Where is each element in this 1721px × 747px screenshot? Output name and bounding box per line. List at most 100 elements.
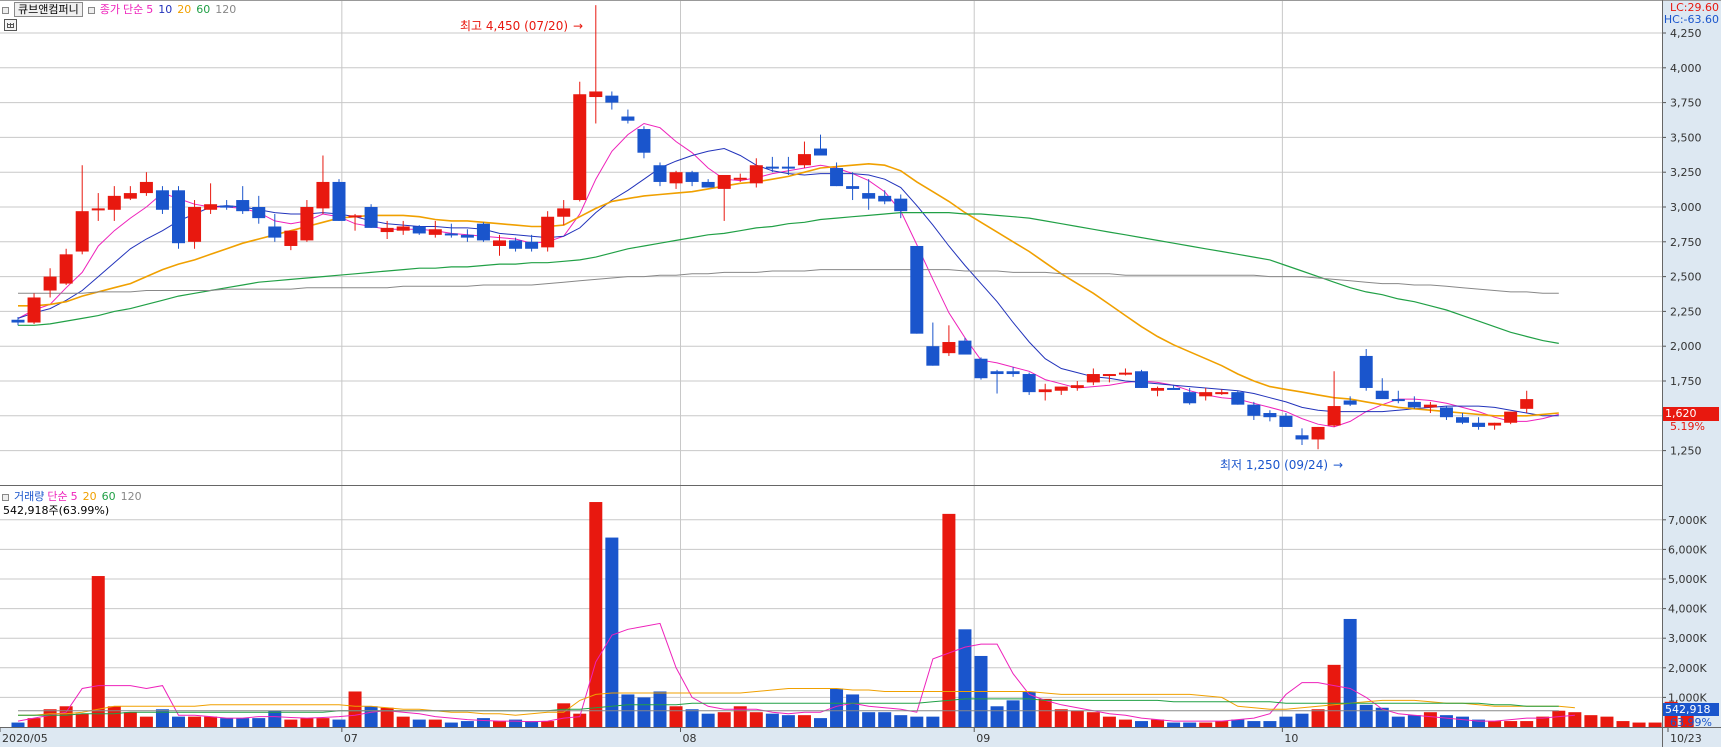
price-tick-label: 2,250 (1670, 305, 1702, 318)
candle-down (974, 358, 988, 379)
ma-10-label[interactable]: 10 (158, 3, 173, 16)
volume-bar (1616, 721, 1630, 727)
x-axis-band (0, 727, 1721, 747)
ma-120-label[interactable]: 120 (215, 3, 237, 16)
volume-ma-20-label[interactable]: 20 (82, 490, 97, 503)
candle-down (1456, 417, 1469, 423)
volume-bar (493, 721, 506, 727)
candle-up (493, 240, 506, 246)
volume-bar (653, 691, 667, 727)
candle-down (765, 166, 779, 169)
ma-settings-icon[interactable] (87, 6, 95, 14)
volume-bar (412, 719, 426, 727)
candle-down (476, 223, 490, 241)
candle-down (525, 241, 539, 249)
volume-bar (1568, 712, 1582, 727)
y-axis-band (1662, 0, 1721, 747)
candle-up (316, 181, 330, 209)
candle-down (621, 116, 635, 121)
x-tick-label: 08 (682, 732, 696, 745)
volume-bar (1584, 715, 1598, 727)
volume-bar (396, 716, 410, 727)
volume-ma-5-label[interactable]: 5 (70, 490, 78, 503)
candle-down (1472, 422, 1486, 427)
candle-down (155, 190, 169, 210)
candle-up (107, 195, 121, 210)
candle-up (1038, 389, 1052, 393)
volume-tick-label: 5,000K (1668, 573, 1707, 586)
volume-bar (1263, 721, 1277, 727)
volume-bar (1022, 691, 1036, 727)
volume-bar (1167, 722, 1181, 727)
candle-down (1391, 399, 1405, 402)
candle-up (43, 276, 57, 291)
volume-bar (990, 706, 1004, 727)
candle-down (509, 240, 523, 249)
price-tick-label: 3,250 (1670, 166, 1702, 179)
price-tick-label: 1,250 (1670, 445, 1702, 458)
volume-bar (637, 697, 651, 727)
volume-bar (1311, 709, 1325, 727)
low-annotation-text: 최저 1,250 (09/24) (1220, 458, 1329, 472)
volume-bar (701, 713, 715, 727)
volume-bar (43, 709, 57, 727)
stock-name-button[interactable]: 큐브앤컴퍼니 (14, 2, 83, 17)
ma-60-label[interactable]: 60 (196, 3, 211, 16)
volume-tick-label: 7,000K (1668, 514, 1707, 527)
volume-bar (332, 719, 346, 727)
volume-bar (123, 712, 137, 727)
candle-down (412, 226, 426, 234)
volume-bar (284, 719, 298, 727)
volume-bar (268, 710, 282, 727)
volume-ma-120-label[interactable]: 120 (120, 490, 142, 503)
volume-bar (1391, 716, 1405, 727)
volume-settings-icon[interactable] (2, 493, 9, 501)
volume-bar (910, 716, 924, 727)
volume-bar (1006, 700, 1020, 727)
price-settings-icon[interactable] (2, 6, 9, 14)
volume-bar (1231, 719, 1245, 727)
candle-down (878, 195, 892, 202)
candle-down (268, 226, 282, 238)
volume-legend: 거래량 단순 5 20 60 120 (2, 488, 147, 504)
volume-bar (1439, 715, 1453, 727)
candle-down (252, 207, 266, 219)
volume-ma-60-label[interactable]: 60 (101, 490, 116, 503)
price-tick-label: 4,250 (1670, 27, 1702, 40)
candle-down (1343, 400, 1357, 405)
volume-bar (139, 716, 153, 727)
volume-tick-label: 6,000K (1668, 543, 1707, 556)
volume-bar (1375, 707, 1389, 727)
ma-type-label: 단순 (122, 3, 144, 16)
volume-ma-5-line (17, 622, 1575, 723)
volume-bar (958, 629, 972, 727)
volume-bar (926, 716, 940, 727)
calculator-icon[interactable] (4, 19, 17, 31)
volume-ma-type-label: 단순 (47, 490, 68, 503)
candle-down (444, 233, 458, 236)
volume-bar (1118, 719, 1132, 727)
candle-down (220, 205, 234, 208)
candle-down (1006, 371, 1020, 375)
volume-bar (541, 721, 555, 727)
ma-20-label[interactable]: 20 (177, 3, 192, 16)
candle-up (27, 297, 41, 323)
lc-readout: LC:29.60 (1669, 1, 1719, 14)
ma-5-label[interactable]: 5 (146, 3, 154, 16)
candle-up (300, 207, 314, 241)
candle-down (781, 166, 795, 169)
candle-up (749, 165, 763, 184)
price-tick-label: 2,500 (1670, 271, 1702, 284)
candle-up (1086, 374, 1100, 383)
candle-down (830, 168, 844, 187)
volume-bar (862, 712, 876, 727)
candle-up (188, 207, 202, 242)
volume-bar (364, 706, 378, 727)
candle-up (123, 193, 137, 199)
volume-label: 거래량 (14, 490, 45, 503)
candle-down (846, 186, 860, 189)
volume-bar (878, 712, 892, 727)
candle-up (1504, 411, 1518, 423)
